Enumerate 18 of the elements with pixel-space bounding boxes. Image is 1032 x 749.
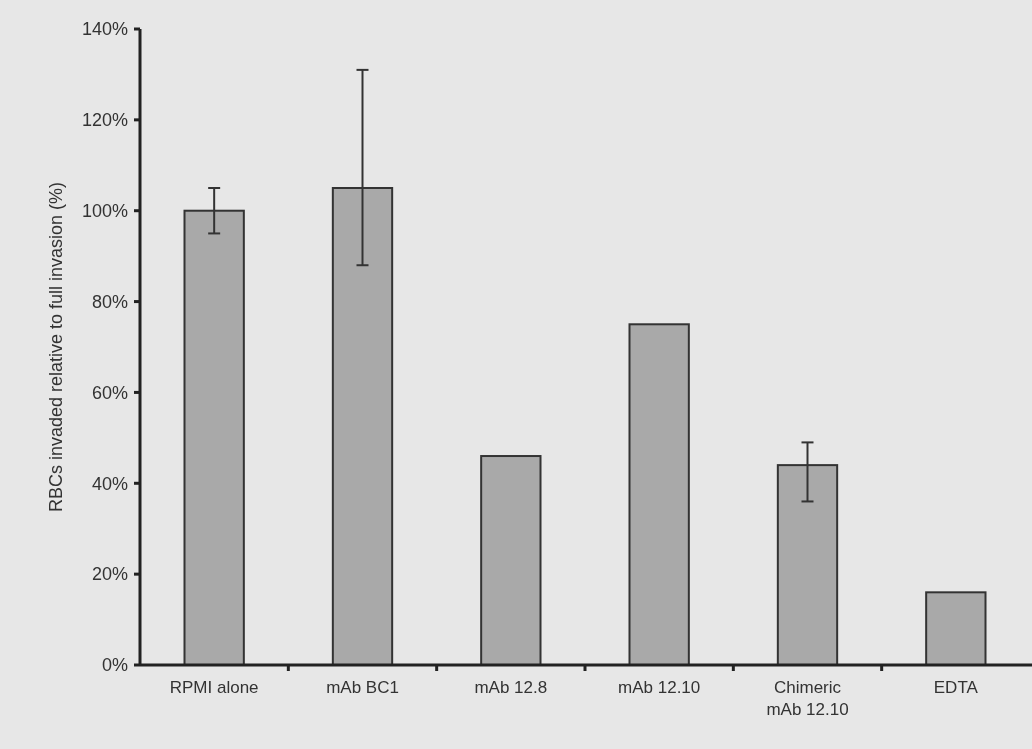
- bar: [628, 323, 690, 666]
- x-tick-label: mAb 12.10: [618, 678, 701, 697]
- x-tick-label: RPMI alone: [169, 678, 259, 697]
- y-tick-label: 120%: [81, 110, 128, 131]
- x-tick-label: Chimeric mAb 12.10: [766, 678, 849, 719]
- y-tick-label: 20%: [91, 564, 128, 585]
- bar: [480, 455, 542, 666]
- y-tick-label: 140%: [81, 19, 128, 40]
- y-tick-label: 80%: [91, 291, 128, 312]
- y-tick-label: 60%: [91, 382, 128, 403]
- y-tick-label: 40%: [91, 473, 128, 494]
- x-tick-label: EDTA: [933, 678, 979, 697]
- y-axis-title: RBCs invaded relative to full invasion (%): [46, 181, 66, 513]
- x-tick-label: mAb BC1: [326, 678, 399, 697]
- y-tick-label: 100%: [81, 201, 128, 222]
- x-tick-label: mAb 12.8: [474, 678, 548, 697]
- y-tick-label: 0%: [101, 655, 128, 676]
- bar: [925, 591, 987, 666]
